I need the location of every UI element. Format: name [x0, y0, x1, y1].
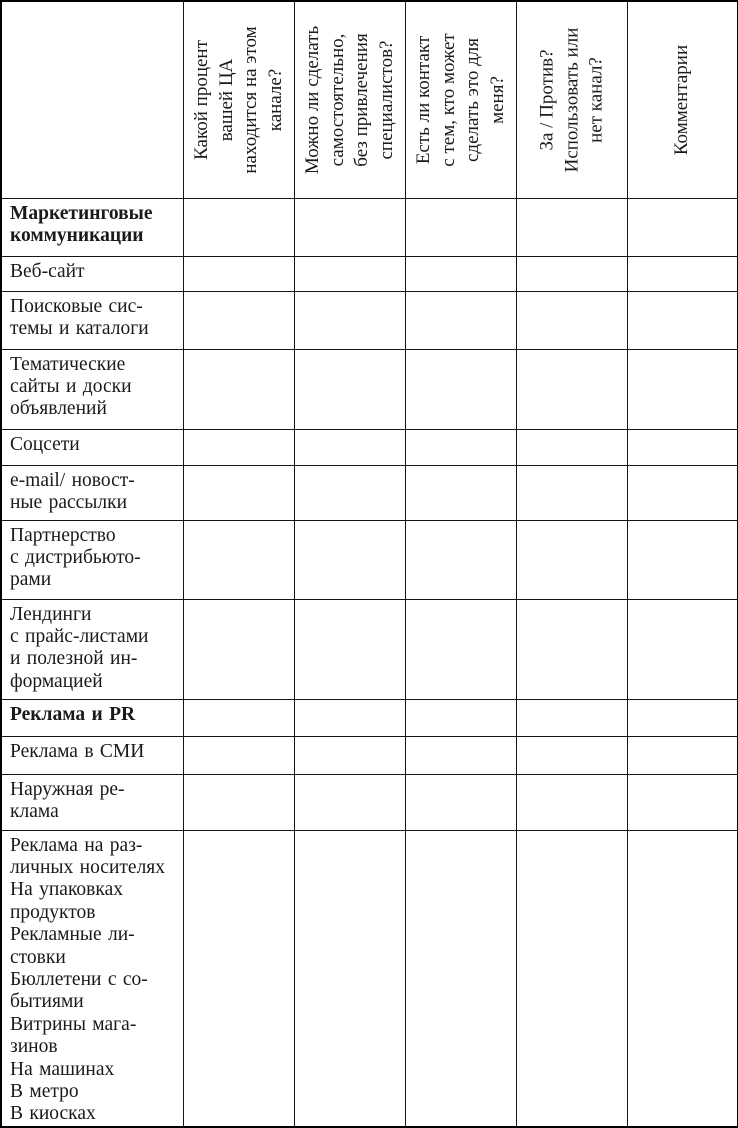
column-header-pro-con: За / Против? Использовать или нет канал?	[515, 0, 628, 199]
grid-cell	[293, 290, 406, 350]
column-header-diy-label: Можно ли сделать самостоятельно, без при…	[301, 25, 397, 174]
grid-cell	[293, 519, 406, 600]
grid-cell	[404, 773, 517, 831]
table-row-advertising-various-media: Реклама на раз- личных носителях На упак…	[0, 829, 738, 1128]
grid-cell	[293, 464, 406, 521]
grid-cell	[404, 255, 517, 292]
grid-cell	[404, 698, 517, 737]
row-label-email-newsletters: e-mail/ новост- ные рассылки	[0, 464, 184, 521]
column-header-comments: Комментарии	[626, 0, 738, 199]
grid-cell	[182, 197, 295, 257]
grid-cell	[293, 698, 406, 737]
grid-cell	[293, 348, 406, 430]
grid-cell	[404, 290, 517, 350]
table-row-outdoor-advertising: Наружная ре- клама	[0, 773, 738, 831]
grid-cell	[182, 735, 295, 775]
grid-cell	[182, 348, 295, 430]
row-label-partnership-distributors: Партнерство с дистрибьюто- рами	[0, 519, 184, 600]
grid-cell	[626, 698, 738, 737]
row-label-advertising-various-media: Реклама на раз- личных носителях На упак…	[0, 829, 184, 1128]
grid-cell	[293, 773, 406, 831]
grid-cell	[293, 598, 406, 700]
grid-cell	[515, 829, 628, 1128]
grid-cell	[515, 255, 628, 292]
row-label-landings: Лендинги с прайс-листами и полезной ин- …	[0, 598, 184, 700]
table-row-marketing-communications: Маркетинговые коммуникации	[0, 197, 738, 257]
grid-cell	[182, 290, 295, 350]
grid-cell	[626, 348, 738, 430]
grid-cell	[626, 773, 738, 831]
column-header-audience-percent-label: Какой процент вашей ЦА находится на этом…	[190, 26, 286, 174]
grid-cell	[182, 829, 295, 1128]
grid-cell	[515, 348, 628, 430]
grid-cell	[182, 698, 295, 737]
grid-cell	[293, 428, 406, 466]
grid-cell	[626, 829, 738, 1128]
row-label-search-engines: Поисковые сис- темы и каталоги	[0, 290, 184, 350]
grid-cell	[626, 290, 738, 350]
table-row-advertising-pr: Реклама и PR	[0, 698, 738, 737]
column-header-contact: Есть ли контакт с тем, кто может сделать…	[404, 0, 517, 199]
grid-cell	[404, 428, 517, 466]
column-header-pro-con-label: За / Против? Использовать или нет канал?	[535, 27, 606, 173]
grid-cell	[515, 519, 628, 600]
row-label-social-networks: Соцсети	[0, 428, 184, 466]
table-row-partnership-distributors: Партнерство с дистрибьюто- рами	[0, 519, 738, 600]
header-row: Какой процент вашей ЦА находится на этом…	[0, 0, 738, 199]
grid-cell	[182, 598, 295, 700]
row-label-website: Веб-сайт	[0, 255, 184, 292]
grid-cell	[515, 773, 628, 831]
grid-cell	[293, 829, 406, 1128]
table-row-thematic-sites: Тематические сайты и доски объявлений	[0, 348, 738, 430]
column-header-audience-percent: Какой процент вашей ЦА находится на этом…	[182, 0, 295, 199]
grid-cell	[404, 348, 517, 430]
grid-cell	[515, 464, 628, 521]
grid-cell	[293, 255, 406, 292]
grid-cell	[515, 290, 628, 350]
corner-cell	[0, 0, 184, 199]
grid-cell	[515, 735, 628, 775]
grid-cell	[626, 519, 738, 600]
grid-cell	[404, 829, 517, 1128]
grid-cell	[182, 428, 295, 466]
grid-cell	[404, 519, 517, 600]
grid-cell	[515, 698, 628, 737]
grid-cell	[404, 197, 517, 257]
grid-cell	[515, 428, 628, 466]
grid-cell	[182, 255, 295, 292]
grid-cell	[626, 197, 738, 257]
table-row-social-networks: Соцсети	[0, 428, 738, 466]
grid-cell	[626, 735, 738, 775]
grid-cell	[626, 428, 738, 466]
grid-cell	[404, 598, 517, 700]
column-header-comments-label: Комментарии	[671, 44, 692, 155]
grid-cell	[626, 464, 738, 521]
grid-cell	[515, 197, 628, 257]
column-header-contact-label: Есть ли контакт с тем, кто может сделать…	[412, 33, 508, 167]
row-label-media-advertising: Реклама в СМИ	[0, 735, 184, 775]
grid-cell	[515, 598, 628, 700]
table-row-website: Веб-сайт	[0, 255, 738, 292]
table-row-landings: Лендинги с прайс-листами и полезной ин- …	[0, 598, 738, 700]
table-row-email-newsletters: e-mail/ новост- ные рассылки	[0, 464, 738, 521]
table-row-search-engines: Поисковые сис- темы и каталоги	[0, 290, 738, 350]
grid-cell	[404, 735, 517, 775]
row-label-outdoor-advertising: Наружная ре- клама	[0, 773, 184, 831]
grid-cell	[182, 464, 295, 521]
row-label-thematic-sites: Тематические сайты и доски объявлений	[0, 348, 184, 430]
grid-cell	[293, 735, 406, 775]
column-header-diy: Можно ли сделать самостоятельно, без при…	[293, 0, 406, 199]
grid-cell	[293, 197, 406, 257]
row-label-advertising-pr: Реклама и PR	[0, 698, 184, 737]
grid-cell	[404, 464, 517, 521]
grid-cell	[182, 773, 295, 831]
grid-cell	[626, 255, 738, 292]
table-row-media-advertising: Реклама в СМИ	[0, 735, 738, 775]
grid-cell	[626, 598, 738, 700]
grid-cell	[182, 519, 295, 600]
row-label-marketing-communications: Маркетинговые коммуникации	[0, 197, 184, 257]
